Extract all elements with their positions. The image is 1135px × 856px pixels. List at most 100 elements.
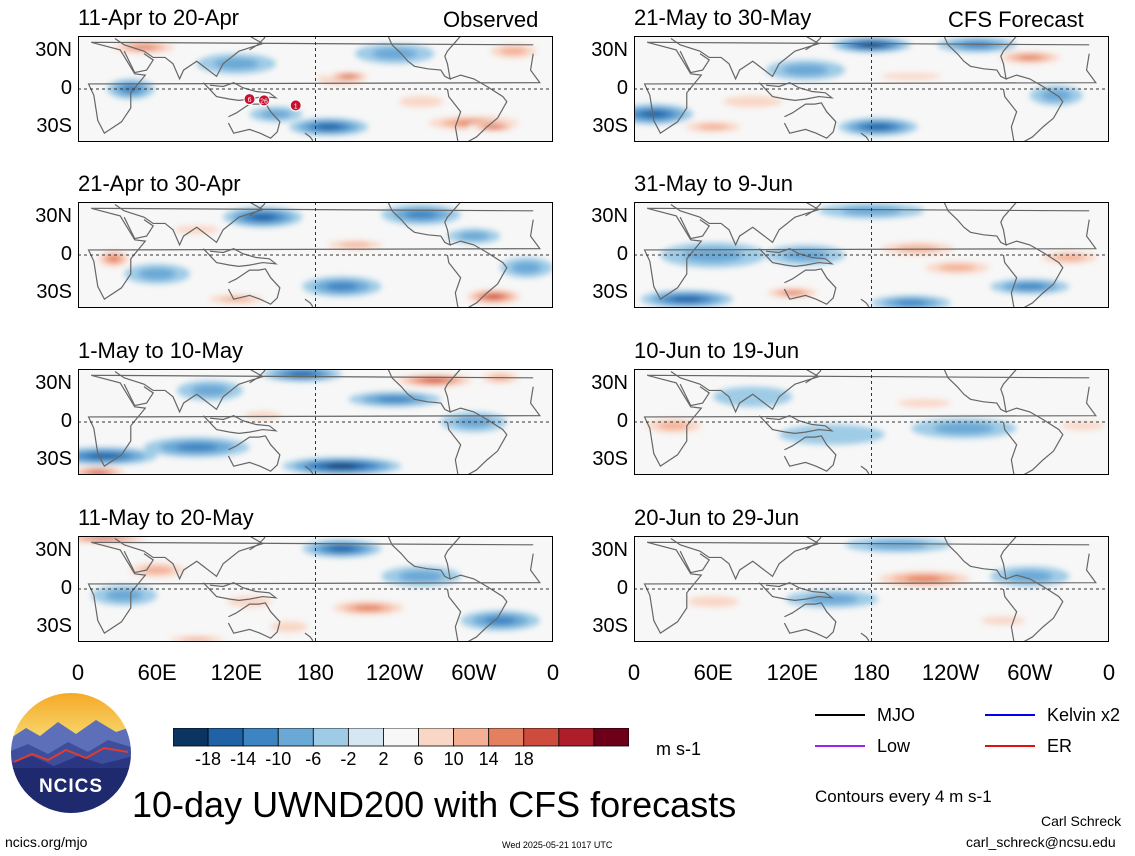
coastline-3-3 [123,383,155,407]
footer-url[interactable]: ncics.org/mjo [5,834,88,850]
anomaly-4-9-2 [270,621,308,633]
anomaly-1-7-3 [121,85,141,93]
lat-label-2-3: 30S [36,280,72,303]
colorbar-swatch-12 [558,727,595,747]
coastline-2-1 [87,207,541,301]
anomaly-8-6-1 [634,549,714,566]
colorbar-swatch-2 [207,727,244,747]
anomaly-6-2-3 [939,264,976,272]
anomaly-5-5-3 [961,41,993,48]
colorbar-tick-6: 2 [378,749,389,769]
coastline-4-2 [78,536,265,581]
anomaly-8-1-4 [906,575,943,582]
colorbar-swatch-3 [242,727,279,747]
anomaly-2-1-4 [107,255,120,262]
coastline-6-7 [943,202,1018,246]
panel-title-1: 11-Apr to 20-Apr [78,5,240,30]
coastline-6-4 [758,248,834,267]
anomaly-3-8-2 [244,411,282,420]
coastline-3-5 [227,435,281,472]
legend-line-low [815,745,865,747]
lat-label-4-3: 30S [36,614,72,637]
anomaly-4-4-4 [329,545,354,552]
lon-right-label-7: 0 [1102,660,1116,685]
coastline-3-4 [202,415,278,434]
lon-right-label-3: 120E [766,660,819,685]
anomaly-3-1-5 [422,378,446,383]
colorbar-swatch-10 [488,727,525,747]
lat-label-5-3: 30S [592,114,628,137]
lon-left-label-1: 0 [71,660,85,685]
panel-title-7: 10-Jun to 19-Jun [634,338,800,363]
coastline-7-2 [634,369,821,414]
colorbar-tick-4: -6 [305,749,322,769]
anomaly-3-4-4 [88,453,121,459]
lat-label-4-1: 30N [35,539,72,562]
storm-marker-label-1: 6 [248,97,252,104]
anomaly-8-3-2 [805,594,859,605]
coastline-6-8 [1002,240,1064,308]
coastline-6-1 [643,207,1097,301]
contour-note: Contours every 4 m s-1 [815,787,992,806]
legend-label-kelvin: Kelvin x2 [1047,705,1121,725]
anomaly-4-10-3 [141,566,173,575]
anomaly-4-7-2 [398,570,444,583]
anomaly-5-2-4 [641,111,666,118]
coastline-4-4 [202,582,278,601]
anomaly-6-5-4 [672,296,701,302]
coastline-2-6 [249,202,266,217]
anomaly-1-12-3 [500,47,527,56]
lat-label-7-3: 30S [592,447,628,470]
lon-right-label-4: 180 [853,660,890,685]
colorbar-swatch-8 [418,727,455,747]
observed-column-label: Observed [443,7,539,32]
anomaly-3-11-2 [191,384,229,397]
lat-label-2-2: 0 [60,243,72,265]
anomaly-4-5-2 [105,589,143,602]
coastline-5-8 [1002,74,1064,142]
coastline-6-3 [679,216,711,240]
anomaly-2-11-2 [458,231,489,241]
coastline-1-3 [123,50,155,74]
colorbar-swatch-5 [312,727,349,747]
coastline-7-7 [943,369,1018,413]
ncics-logo: NCICS [8,690,134,816]
map-panel-3 [78,369,553,475]
panel-title-8: 20-Jun to 29-Jun [634,505,800,530]
storm-marker-1 [243,93,256,106]
anomaly-2-3-3 [220,296,252,302]
lat-label-3-1: 30N [35,372,72,395]
coastline-5-7 [943,36,1018,80]
panel-title-5: 21-May to 30-May [634,5,812,30]
legend-label-mjo: MJO [877,705,915,725]
footer-email[interactable]: carl_schreck@ncsu.edu [966,834,1116,850]
coastline-2-3 [123,216,155,240]
colorbar-tick-10: 18 [513,749,534,769]
lon-left-label-7: 0 [546,660,560,685]
coastline-3-6 [249,369,266,384]
lon-right-label-2: 60E [693,660,733,685]
lat-label-2-1: 30N [35,205,72,228]
colorbar-swatch-7 [383,727,419,747]
map-panel-6 [634,202,1109,308]
forecast-column-label: CFS Forecast [948,7,1084,32]
coastline-2-8 [446,240,508,308]
coastline-4-3 [123,550,155,574]
coastline-4-6 [249,536,266,551]
lat-label-1-1: 30N [35,39,72,62]
coastline-7-6 [805,369,822,384]
lat-label-1-3: 30S [36,114,72,137]
coastline-7-1 [643,374,1097,468]
anomaly-8-7-2 [981,616,1026,625]
coastline-8-7 [943,536,1018,580]
coastline-5-6 [805,36,822,51]
lat-label-7-1: 30N [591,372,628,395]
colorbar-tick-2: -14 [230,749,257,769]
coastline-2-9 [304,298,314,308]
coastline-6-6 [805,202,822,217]
coastline-3-7 [387,369,462,413]
legend-label-low: Low [877,736,911,756]
lat-label-1-2: 0 [60,77,72,99]
coastline-1-7 [387,36,462,80]
coastline-4-7 [387,536,462,580]
